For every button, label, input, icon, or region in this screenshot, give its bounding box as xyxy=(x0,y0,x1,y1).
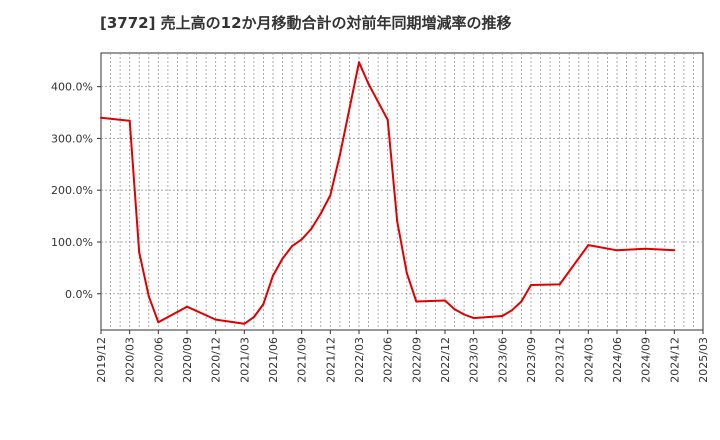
data-point xyxy=(644,247,647,250)
x-axis: 2019/12 2020/03 2020/06 2020/09 2020/12 2021/… xyxy=(95,330,710,383)
data-point xyxy=(405,272,408,274)
plot-area xyxy=(100,52,704,331)
data-point xyxy=(587,244,590,247)
x-tick-label: 2024/03 xyxy=(582,337,595,383)
data-point xyxy=(138,251,141,254)
data-point xyxy=(530,284,532,286)
x-tick-label: 2022/12 xyxy=(439,337,452,383)
y-tick-label: 300.0% xyxy=(51,132,93,145)
data-point xyxy=(281,257,284,260)
data-point xyxy=(472,317,475,320)
series-group xyxy=(100,61,676,325)
data-point xyxy=(386,118,389,121)
data-point xyxy=(510,309,513,312)
x-tick-label: 2025/03 xyxy=(697,337,710,383)
x-tick-label: 2022/03 xyxy=(353,337,366,383)
x-tick-label: 2023/03 xyxy=(468,337,481,383)
data-point xyxy=(157,321,160,324)
x-tick-label: 2024/09 xyxy=(640,337,653,383)
data-point xyxy=(100,116,102,119)
x-tick-label: 2023/09 xyxy=(525,337,538,383)
data-point xyxy=(291,245,294,248)
data-point xyxy=(186,305,188,308)
data-point xyxy=(329,194,332,197)
data-point xyxy=(396,220,399,223)
x-tick-label: 2021/06 xyxy=(267,337,280,383)
x-tick-label: 2020/03 xyxy=(124,337,137,383)
y-tick-label: 100.0% xyxy=(51,236,93,249)
data-point xyxy=(262,303,265,306)
data-point xyxy=(453,308,456,311)
data-point xyxy=(673,249,676,252)
data-point xyxy=(214,318,217,321)
x-tick-label: 2022/09 xyxy=(410,337,423,383)
data-point xyxy=(147,295,150,298)
data-point xyxy=(558,283,561,286)
data-point xyxy=(616,249,618,252)
data-point xyxy=(300,238,303,241)
x-tick-label: 2021/03 xyxy=(238,337,251,383)
chart-title: [3772] 売上高の12か月移動合計の対前年同期増減率の推移 xyxy=(100,14,512,32)
x-tick-label: 2023/06 xyxy=(496,337,509,383)
data-point xyxy=(520,300,523,303)
data-point xyxy=(310,228,313,230)
data-point xyxy=(243,322,246,325)
data-point xyxy=(128,119,131,122)
y-tick-label: 400.0% xyxy=(51,81,93,94)
data-point xyxy=(367,83,370,86)
x-tick-label: 2022/06 xyxy=(382,337,395,383)
data-point xyxy=(272,274,274,277)
x-tick-label: 2021/09 xyxy=(296,337,309,383)
data-point xyxy=(252,316,255,319)
x-tick-label: 2024/06 xyxy=(611,337,624,383)
x-tick-label: 2021/12 xyxy=(324,337,337,383)
x-tick-label: 2023/12 xyxy=(554,337,567,383)
data-point xyxy=(358,61,360,64)
y-tick-label: 200.0% xyxy=(51,184,93,197)
x-tick-label: 2020/06 xyxy=(152,337,165,383)
data-point xyxy=(463,313,466,316)
x-tick-label: 2020/12 xyxy=(210,337,223,383)
x-tick-label: 2024/12 xyxy=(668,337,681,383)
y-tick-label: 0.0% xyxy=(65,288,93,301)
data-point xyxy=(338,154,341,156)
y-axis: 0.0% 100.0% 200.0% 300.0% 400.0% xyxy=(51,81,101,301)
data-point xyxy=(444,299,446,302)
data-point xyxy=(501,315,504,317)
x-tick-label: 2019/12 xyxy=(95,337,108,383)
x-tick-label: 2020/09 xyxy=(181,337,194,383)
data-point xyxy=(319,212,322,215)
data-point xyxy=(415,300,418,303)
